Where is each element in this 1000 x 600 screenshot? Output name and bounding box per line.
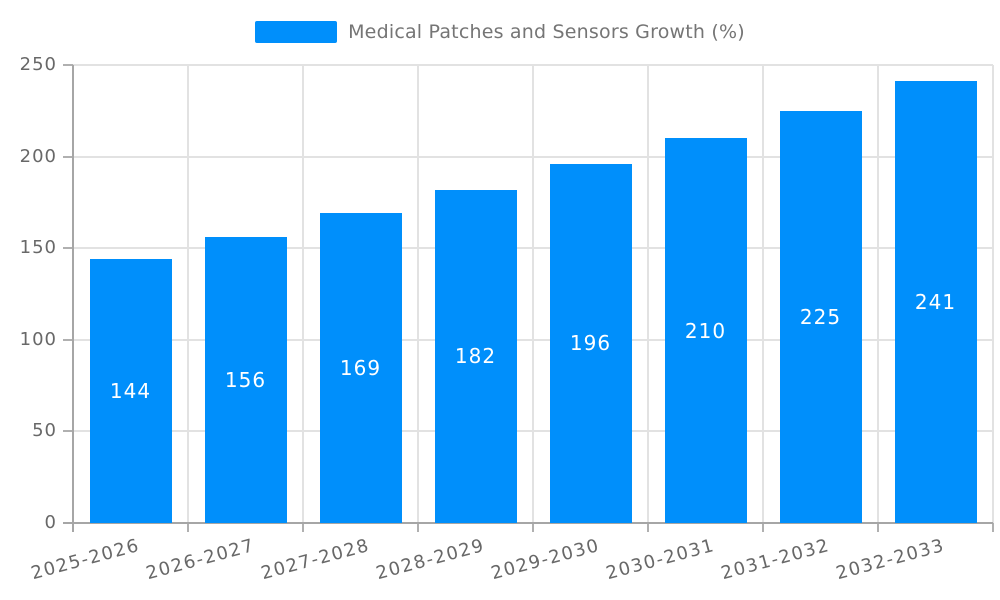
bar-value-label: 156 [224,368,267,393]
bar[interactable]: 156 [204,237,287,523]
y-axis-label: 50 [32,420,57,442]
gridline-v [762,65,764,523]
gridline-v [647,65,649,523]
x-tick [187,523,189,532]
x-axis-label: 2030-2031 [603,535,717,585]
x-axis-label: 2028-2029 [373,535,487,585]
bar-value-label: 182 [454,344,497,369]
y-axis-label: 200 [19,145,57,167]
x-axis-label: 2026-2027 [143,535,257,585]
x-axis-label: 2032-2033 [833,535,947,585]
gridline-v [992,65,994,523]
y-axis-label: 0 [44,512,57,533]
x-axis-line [63,522,993,524]
x-tick [647,523,649,532]
bar[interactable]: 225 [779,110,862,523]
legend-label: Medical Patches and Sensors Growth (%) [348,21,745,43]
y-tick [63,430,73,433]
bar[interactable]: 182 [434,189,517,523]
x-axis-label: 2031-2032 [718,535,832,585]
bar[interactable]: 144 [89,259,172,523]
x-axis-label: 2029-2030 [488,535,602,585]
y-tick [63,155,73,158]
x-axis-label: 2025-2026 [28,535,142,585]
gridline-v [532,65,534,523]
x-tick [877,523,879,532]
gridline-v [877,65,879,523]
bar[interactable]: 196 [549,163,632,523]
bar-value-label: 144 [109,379,152,404]
y-tick [63,338,73,341]
x-tick [762,523,764,532]
bar[interactable]: 210 [664,138,747,523]
x-tick [417,523,419,532]
y-axis-label: 250 [19,54,57,75]
bar-value-label: 225 [799,304,842,329]
y-tick [63,247,73,250]
bar[interactable]: 169 [319,213,402,523]
x-tick [302,523,304,532]
x-tick [992,523,994,532]
y-tick [63,64,73,66]
bar[interactable]: 241 [894,81,977,523]
bar-value-label: 210 [684,318,727,343]
gridline-v [417,65,419,523]
x-axis-label: 2027-2028 [258,535,372,585]
y-axis-line [72,65,74,532]
gridline-v [302,65,304,523]
x-tick [532,523,534,532]
y-axis-label: 100 [19,328,57,350]
y-axis-label: 150 [19,237,57,259]
legend-swatch [255,21,338,43]
gridline-v [187,65,189,523]
bar-value-label: 241 [914,290,957,315]
bar-value-label: 169 [339,356,382,381]
bar-value-label: 196 [569,331,612,356]
chart-legend[interactable]: Medical Patches and Sensors Growth (%) [0,16,1000,48]
